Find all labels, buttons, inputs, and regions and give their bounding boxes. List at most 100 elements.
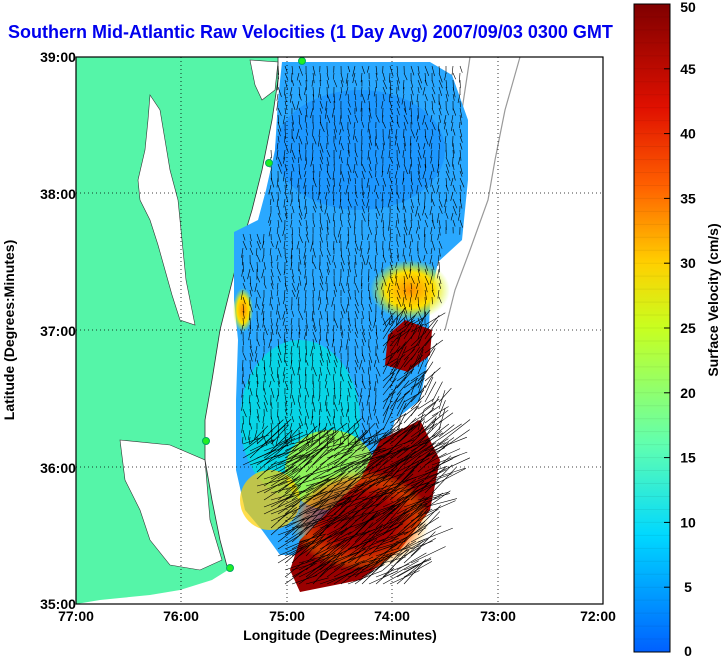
velocity-arrow <box>396 282 400 290</box>
velocity-arrow <box>256 324 259 332</box>
velocity-arrow <box>437 289 440 299</box>
velocity-arrow <box>291 163 295 172</box>
velocity-arrow <box>347 282 350 291</box>
velocity-arrow <box>305 454 333 480</box>
x-axis-title: Longitude (Degrees:Minutes) <box>243 627 437 643</box>
velocity-arrow <box>247 268 251 280</box>
velocity-arrow <box>403 219 408 231</box>
velocity-arrow <box>417 268 421 277</box>
velocity-arrow <box>382 233 386 241</box>
velocity-arrow <box>291 135 295 143</box>
velocity-arrow <box>303 191 307 200</box>
velocity-arrow <box>305 366 307 376</box>
velocity-arrow <box>326 551 359 564</box>
velocity-arrow <box>291 226 293 235</box>
velocity-arrow <box>291 65 294 75</box>
velocity-arrow <box>270 467 300 487</box>
velocity-arrow <box>459 149 462 161</box>
velocity-arrow <box>249 439 269 459</box>
velocity-arrow <box>417 191 419 200</box>
velocity-arrow <box>326 352 331 364</box>
velocity-arrow <box>389 72 391 83</box>
velocity-arrow <box>359 240 363 252</box>
velocity-arrow <box>277 121 282 132</box>
velocity-arrow <box>298 149 302 161</box>
velocity-arrow <box>263 437 290 459</box>
velocity-arrow <box>354 79 358 86</box>
velocity-arrow <box>361 121 365 128</box>
velocity-arrow <box>396 240 399 247</box>
velocity-arrow <box>368 114 371 123</box>
velocity-arrow <box>438 407 446 431</box>
velocity-arrow <box>368 373 371 385</box>
velocity-arrow <box>333 563 360 578</box>
velocity-arrow <box>291 474 330 487</box>
velocity-arrow <box>396 289 401 299</box>
velocity-arrow <box>367 233 370 240</box>
velocity-arrow <box>317 422 321 433</box>
velocity-arrow <box>438 390 446 410</box>
velocity-arrow <box>283 331 286 343</box>
velocity-arrow <box>340 86 342 94</box>
velocity-arrow <box>263 471 288 480</box>
velocity-arrow <box>255 247 258 256</box>
velocity-arrow <box>340 437 371 466</box>
velocity-arrow <box>431 467 466 480</box>
velocity-arrow <box>333 261 337 269</box>
velocity-arrow <box>340 359 342 368</box>
velocity-arrow <box>417 359 425 375</box>
velocity-arrow <box>361 198 365 206</box>
velocity-arrow <box>437 268 440 279</box>
velocity-arrow <box>333 114 336 123</box>
velocity-arrow <box>389 233 391 241</box>
velocity-arrow <box>340 429 346 440</box>
velocity-arrow <box>326 219 329 230</box>
x-tick-label: 76:00 <box>163 608 199 624</box>
velocity-arrow <box>382 368 398 382</box>
velocity-arrow <box>417 114 419 122</box>
velocity-arrow <box>431 423 450 438</box>
velocity-arrow <box>361 450 392 473</box>
velocity-arrow <box>430 142 433 150</box>
velocity-arrow <box>256 303 260 310</box>
velocity-arrow <box>332 331 335 342</box>
velocity-arrow <box>354 177 357 185</box>
velocity-arrow <box>396 332 402 347</box>
velocity-arrow <box>354 487 380 508</box>
velocity-arrow <box>291 437 316 445</box>
velocity-arrow <box>298 170 302 180</box>
velocity-arrow <box>298 254 302 265</box>
velocity-arrow <box>290 212 293 220</box>
velocity-arrow <box>396 65 399 74</box>
velocity-arrow <box>395 128 398 139</box>
velocity-arrow <box>339 114 342 125</box>
velocity-arrow <box>256 359 260 367</box>
velocity-arrow <box>389 337 400 354</box>
velocity-arrow <box>410 254 413 266</box>
velocity-arrow <box>270 331 272 342</box>
velocity-arrow <box>389 226 391 235</box>
velocity-arrow <box>291 205 295 214</box>
velocity-arrow <box>284 401 287 411</box>
velocity-arrow <box>339 345 342 353</box>
velocity-arrow <box>417 323 423 340</box>
velocity-arrow <box>444 135 447 144</box>
velocity-arrow <box>311 359 314 371</box>
y-tick-label: 38:00 <box>40 186 76 202</box>
velocity-arrow <box>270 261 273 269</box>
velocity-arrow <box>424 343 438 361</box>
velocity-arrow <box>249 415 251 426</box>
velocity-arrow <box>375 422 379 429</box>
velocity-arrow <box>326 268 329 275</box>
velocity-arrow <box>305 156 307 165</box>
velocity-arrow <box>333 128 337 140</box>
velocity-arrow <box>319 100 323 109</box>
velocity-arrow <box>277 352 282 363</box>
velocity-arrow <box>298 114 300 123</box>
velocity-arrow <box>424 464 453 494</box>
velocity-arrow <box>437 254 440 266</box>
velocity-arrow <box>256 254 261 263</box>
velocity-arrow <box>424 268 428 275</box>
velocity-arrow <box>241 373 244 385</box>
velocity-arrow <box>305 310 307 318</box>
